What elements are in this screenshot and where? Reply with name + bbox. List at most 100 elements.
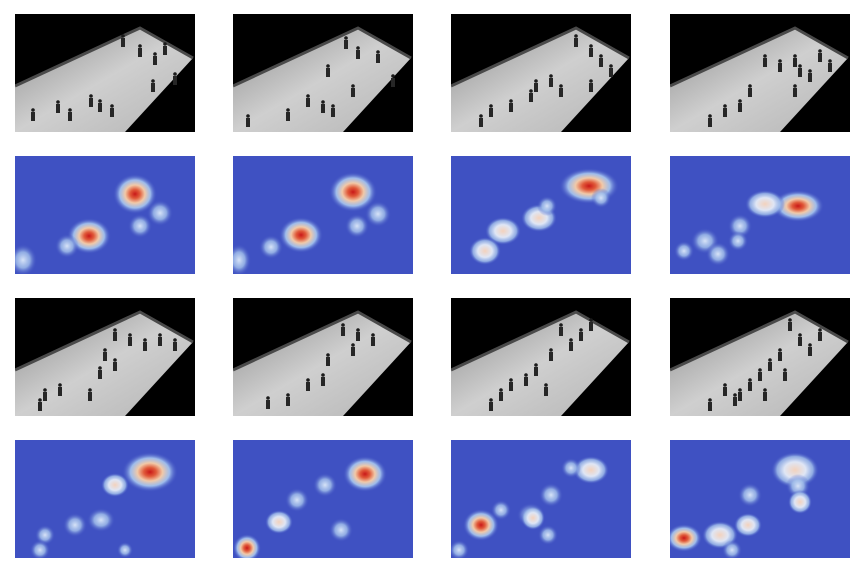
- pedestrian: [98, 99, 102, 112]
- density-blob: [343, 456, 387, 492]
- pedestrian: [723, 383, 727, 396]
- density-blob: [706, 242, 730, 266]
- pedestrian: [143, 338, 147, 351]
- frame-image: [15, 310, 194, 416]
- heatmap-background: [233, 440, 413, 558]
- walkway-railing: [670, 26, 849, 88]
- density-heatmap: [233, 440, 413, 558]
- density-blob: [87, 508, 115, 532]
- density-heatmap: [233, 156, 413, 274]
- frame-image: [233, 310, 412, 416]
- density-blob: [728, 231, 748, 251]
- pedestrian: [356, 46, 360, 59]
- crowd-density-map: [670, 156, 850, 274]
- crowd-video-frame: [670, 298, 850, 416]
- pedestrian: [549, 348, 553, 361]
- pedestrian: [708, 114, 712, 127]
- walkway-railing: [15, 26, 194, 88]
- walkway-railing: [233, 310, 412, 372]
- density-blob: [233, 244, 251, 274]
- pedestrian: [559, 84, 563, 97]
- pedestrian: [589, 318, 593, 331]
- pedestrian: [609, 64, 613, 77]
- pedestrian: [723, 104, 727, 117]
- density-blob: [573, 456, 609, 484]
- density-blob: [63, 513, 87, 537]
- pedestrian: [509, 99, 513, 112]
- pedestrian: [534, 363, 538, 376]
- density-blob: [591, 188, 611, 208]
- pedestrian: [793, 54, 797, 67]
- density-blob: [265, 510, 293, 534]
- pedestrian: [509, 378, 513, 391]
- pedestrian: [778, 348, 782, 361]
- pedestrian: [371, 333, 375, 346]
- density-heatmap: [15, 440, 195, 558]
- crowd-video-frame: [670, 14, 850, 132]
- pedestrian: [331, 104, 335, 117]
- density-blob: [113, 174, 157, 214]
- density-blob: [128, 214, 152, 238]
- pedestrian: [266, 396, 270, 409]
- pedestrian: [68, 108, 72, 121]
- pedestrian: [113, 358, 117, 371]
- frame-image: [451, 26, 630, 132]
- pedestrian: [326, 64, 330, 77]
- density-blob: [670, 524, 702, 552]
- pedestrian: [376, 50, 380, 63]
- crowd-density-map: [15, 156, 195, 274]
- pedestrian: [173, 72, 177, 85]
- pedestrian: [569, 338, 573, 351]
- pedestrian: [286, 108, 290, 121]
- density-heatmap: [670, 156, 850, 274]
- density-blob: [538, 525, 558, 545]
- density-blob: [147, 200, 173, 226]
- pedestrian: [38, 398, 42, 411]
- pedestrian: [738, 99, 742, 112]
- density-blob: [117, 542, 133, 558]
- density-blob: [722, 540, 742, 558]
- pedestrian: [748, 378, 752, 391]
- density-blob: [55, 234, 79, 258]
- pedestrian: [499, 388, 503, 401]
- walkway-surface: [670, 312, 848, 416]
- density-blob: [345, 214, 369, 238]
- pedestrian: [738, 388, 742, 401]
- pedestrian: [351, 343, 355, 356]
- pedestrian: [321, 100, 325, 113]
- pedestrian: [589, 79, 593, 92]
- pedestrian: [151, 79, 155, 92]
- density-blob: [674, 241, 694, 261]
- density-blob: [259, 235, 283, 259]
- crowd-density-map: [451, 156, 631, 274]
- walkway-surface: [670, 28, 848, 132]
- pedestrian: [103, 348, 107, 361]
- density-blob: [365, 201, 391, 227]
- walkway-surface: [451, 312, 629, 416]
- crowd-density-map: [670, 440, 850, 558]
- density-blob: [101, 473, 129, 497]
- pedestrian: [31, 108, 35, 121]
- pedestrian: [56, 100, 60, 113]
- pedestrian: [113, 328, 117, 341]
- pedestrian: [110, 104, 114, 117]
- pedestrian: [763, 388, 767, 401]
- pedestrian: [788, 318, 792, 331]
- density-heatmap: [15, 156, 195, 274]
- density-blob: [313, 473, 337, 497]
- crowd-video-frame: [233, 298, 413, 416]
- pedestrian: [808, 343, 812, 356]
- crowd-density-map: [15, 440, 195, 558]
- pedestrian: [768, 358, 772, 371]
- walkway-railing: [451, 310, 630, 372]
- crowd-video-frame: [451, 14, 631, 132]
- pedestrian: [153, 52, 157, 65]
- pedestrian: [121, 34, 125, 47]
- density-blob: [329, 172, 377, 212]
- pedestrian: [43, 388, 47, 401]
- pedestrian: [89, 94, 93, 107]
- walkway-railing: [451, 26, 630, 88]
- pedestrian: [128, 333, 132, 346]
- density-blob: [485, 217, 521, 245]
- pedestrian: [246, 114, 250, 127]
